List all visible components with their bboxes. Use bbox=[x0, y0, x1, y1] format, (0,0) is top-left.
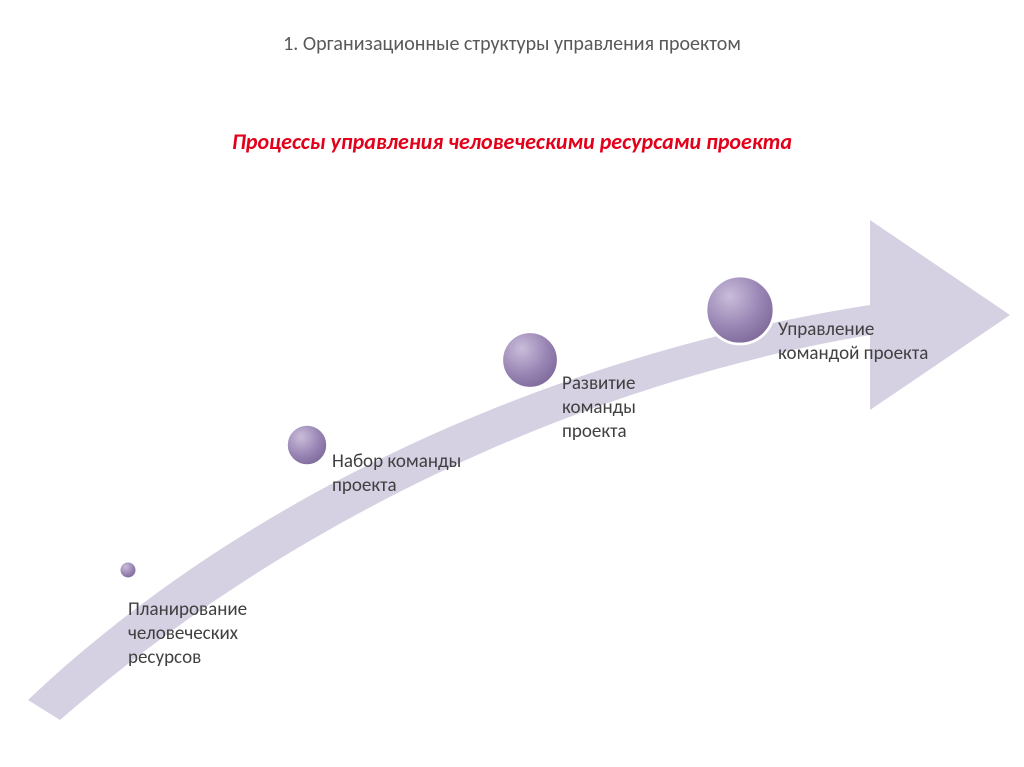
node-plan-label: Планирование человеческих ресурсов bbox=[128, 598, 308, 669]
node-manage-marker bbox=[706, 276, 774, 344]
node-recruit-marker bbox=[287, 425, 327, 465]
node-develop-label: Развитие команды проекта bbox=[562, 372, 702, 443]
node-manage-label: Управление командой проекта bbox=[778, 318, 938, 366]
node-plan-marker bbox=[120, 562, 136, 578]
node-develop-marker bbox=[502, 332, 558, 388]
node-recruit-label: Набор команды проекта bbox=[332, 450, 472, 498]
